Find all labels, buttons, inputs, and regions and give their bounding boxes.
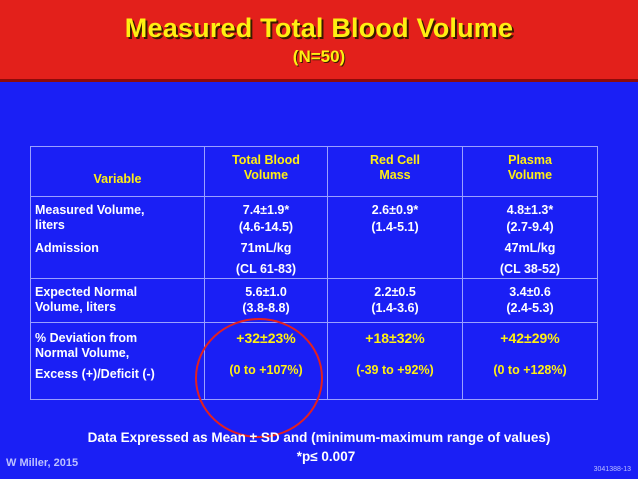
cell-expected-pv: 3.4±0.6 (2.4-5.3): [462, 278, 598, 323]
header-red-cell-mass: Red Cell Mass: [327, 146, 463, 197]
table-row-percent-deviation: % Deviation from Normal Volume, Excess (…: [30, 322, 598, 400]
table-row-expected-normal: Expected Normal Volume, liters 5.6±1.0 (…: [30, 278, 598, 323]
cell-measured-pv: 4.8±1.3* (2.7-9.4) 47mL/kg (CL 38-52): [462, 196, 598, 279]
cell-measured-rcm: 2.6±0.9* (1.4-5.1): [327, 196, 463, 279]
header-variable: Variable: [30, 146, 205, 197]
table-row-measured-volume: Measured Volume, liters Admission 7.4±1.…: [30, 196, 598, 279]
cell-deviation-pv: +42±29% (0 to +128%): [462, 322, 598, 400]
footnote-line-2: *p≤ 0.007: [296, 449, 356, 464]
row-label-measured-volume: Measured Volume, liters Admission: [30, 196, 205, 279]
cell-deviation-tbv: +32±23% (0 to +107%): [204, 322, 328, 400]
footnote: Data Expressed as Mean ± SD and (minimum…: [0, 428, 638, 466]
slide-title: Measured Total Blood Volume: [124, 13, 514, 43]
author-credit: W Miller, 2015: [6, 457, 79, 469]
title-bar: Measured Total Blood Volume (N=50): [0, 0, 638, 82]
cell-deviation-rcm: +18±32% (-39 to +92%): [327, 322, 463, 400]
cell-measured-tbv: 7.4±1.9* (4.6-14.5) 71mL/kg (CL 61-83): [204, 196, 328, 279]
header-plasma-volume: Plasma Volume: [462, 146, 598, 197]
table-header-row: Variable Total Blood Volume Red Cell Mas…: [30, 146, 598, 197]
cell-expected-tbv: 5.6±1.0 (3.8-8.8): [204, 278, 328, 323]
cell-expected-rcm: 2.2±0.5 (1.4-3.6): [327, 278, 463, 323]
footnote-line-1: Data Expressed as Mean ± SD and (minimum…: [87, 430, 551, 445]
blood-volume-table: Variable Total Blood Volume Red Cell Mas…: [30, 146, 598, 400]
header-total-blood-volume: Total Blood Volume: [204, 146, 328, 197]
row-label-expected-normal: Expected Normal Volume, liters: [30, 278, 205, 323]
slide-subtitle: (N=50): [292, 47, 346, 66]
slide-id: 3041388-13: [593, 466, 631, 473]
row-label-percent-deviation: % Deviation from Normal Volume, Excess (…: [30, 322, 205, 400]
